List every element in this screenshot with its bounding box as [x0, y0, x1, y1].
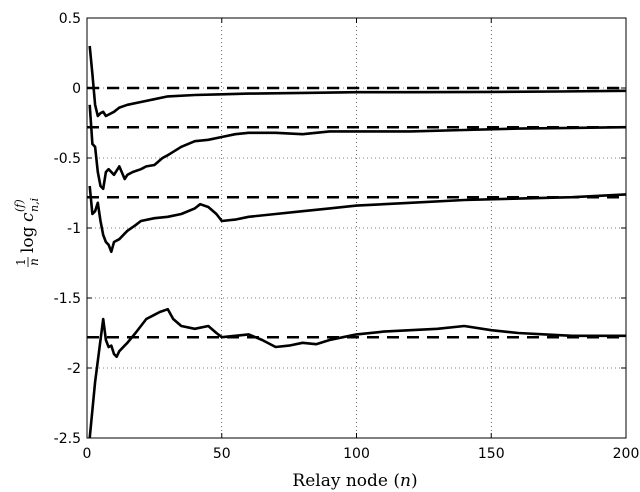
grid-lines [87, 18, 626, 438]
y-label-sub: n,i [28, 198, 41, 212]
axis-ticks: 0 50 100 150 200 0.5 0 -0.5 -1 -1.5 -2 -2.5 [54, 11, 640, 462]
y-label-frac-den: n [27, 258, 41, 266]
x-tick-label: 0 [83, 446, 92, 462]
y-tick-label: -0.5 [54, 151, 81, 167]
x-axis-label: Relay node (n) [292, 471, 417, 491]
y-axis-label: 1 n log c (f) n,i [13, 198, 41, 267]
y-tick-label: -2 [67, 361, 81, 377]
x-tick-label: 200 [613, 446, 640, 462]
reference-lines [87, 86, 626, 339]
y-label-frac-num: 1 [14, 258, 28, 266]
series-line-3 [88, 185, 627, 254]
x-tick-label: 50 [213, 446, 231, 462]
y-tick-label: -2.5 [54, 431, 81, 447]
series-lines [88, 45, 627, 439]
x-tick-label: 150 [478, 446, 505, 462]
series-line-2 [88, 104, 627, 191]
y-label-func: log [18, 226, 38, 253]
x-tick-label: 100 [343, 446, 370, 462]
y-tick-label: 0 [72, 81, 81, 97]
series-line-4 [88, 307, 626, 439]
series-line-1 [88, 45, 627, 118]
y-tick-label: -1 [67, 221, 81, 237]
y-label-sup: (f) [13, 199, 26, 212]
y-tick-label: -1.5 [54, 291, 81, 307]
y-tick-label: 0.5 [59, 11, 81, 27]
y-label-base: c [18, 212, 38, 222]
